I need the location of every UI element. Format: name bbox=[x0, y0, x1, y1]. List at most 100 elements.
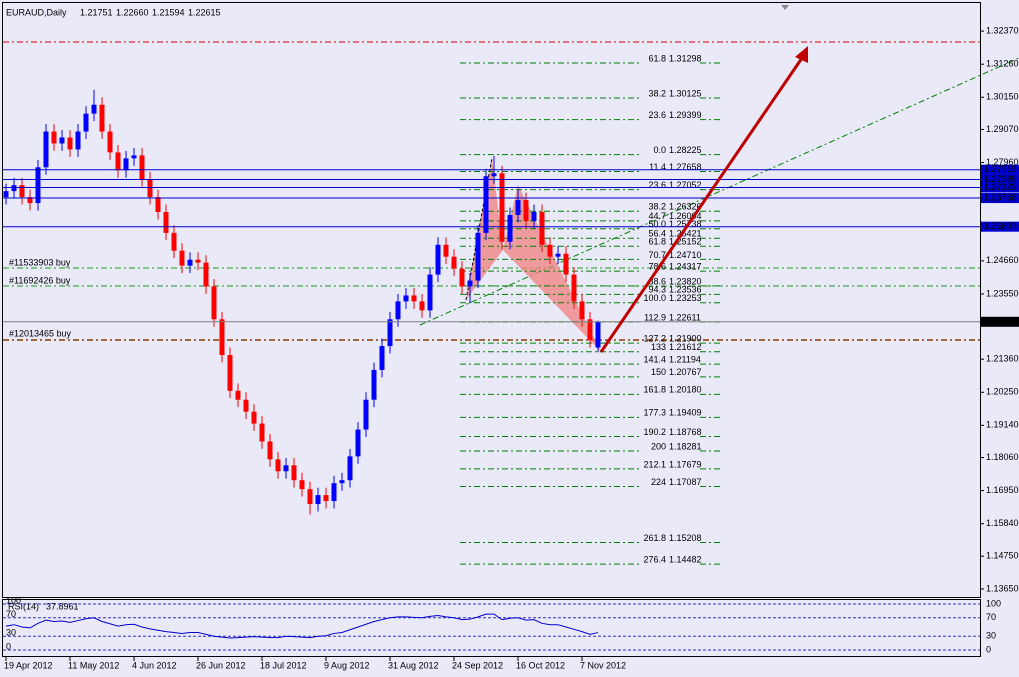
candle-body bbox=[19, 185, 25, 198]
candle-body bbox=[307, 489, 313, 505]
candle-body bbox=[67, 137, 73, 150]
candle-body bbox=[251, 411, 257, 424]
price-label: 1.25807 bbox=[984, 221, 1017, 231]
fib-price: 1.25152 bbox=[669, 237, 702, 247]
candle-body bbox=[507, 214, 513, 242]
price-label: 1.27389 bbox=[984, 174, 1017, 184]
fib-ratio: 23.6 bbox=[648, 110, 666, 120]
fib-ratio: 23.6 bbox=[648, 180, 666, 190]
chart-title: EURAUD,Daily bbox=[6, 7, 67, 17]
rsi-tick-label: 100 bbox=[986, 598, 1001, 608]
candle-body bbox=[595, 321, 601, 348]
candle-body bbox=[3, 191, 9, 198]
fib-ratio: 50.0 bbox=[648, 219, 666, 229]
x-tick-label: 24 Sep 2012 bbox=[452, 660, 503, 670]
fib-ratio: 70.7 bbox=[648, 250, 666, 260]
candles bbox=[3, 89, 601, 515]
trend-line bbox=[419, 57, 1019, 326]
fib-price: 1.31298 bbox=[669, 53, 702, 63]
candle-body bbox=[99, 104, 105, 132]
candle-body bbox=[179, 250, 185, 266]
candle-body bbox=[523, 200, 529, 221]
fib-price: 1.25738 bbox=[669, 219, 702, 229]
y-tick-label: 1.24660 bbox=[986, 255, 1019, 265]
candle-body bbox=[467, 280, 473, 287]
candle-body bbox=[435, 244, 441, 275]
candle-body bbox=[171, 232, 177, 251]
fib-ratio: 94.3 bbox=[648, 285, 666, 295]
candle-body bbox=[451, 256, 457, 269]
candle-body bbox=[195, 259, 201, 263]
candle-body bbox=[235, 390, 241, 400]
price-label: 1.22615 bbox=[984, 316, 1017, 326]
candle-body bbox=[443, 244, 449, 257]
fib-price: 1.17679 bbox=[669, 459, 702, 469]
fib-price: 1.19409 bbox=[669, 408, 702, 418]
rsi-panel bbox=[2, 599, 981, 657]
candle-body bbox=[403, 295, 409, 302]
candle-body bbox=[203, 262, 209, 287]
ohlc-low: 1.21594 bbox=[152, 7, 185, 17]
x-tick-label: 19 Apr 2012 bbox=[4, 660, 53, 670]
candle-body bbox=[227, 355, 233, 391]
candle-body bbox=[499, 173, 505, 242]
y-tick-label: 1.15840 bbox=[986, 518, 1019, 528]
fib-ratio: 133 bbox=[651, 342, 666, 352]
fib-price: 1.25421 bbox=[669, 229, 702, 239]
fib-price: 1.26004 bbox=[669, 211, 702, 221]
candle-body bbox=[219, 319, 225, 356]
y-tick-label: 1.30150 bbox=[986, 92, 1019, 102]
price-box bbox=[981, 164, 1019, 175]
candle-body bbox=[427, 274, 433, 311]
candle-body bbox=[475, 232, 481, 281]
fib-price: 1.18281 bbox=[669, 441, 702, 451]
candle-body bbox=[419, 301, 425, 311]
y-tick-label: 1.19140 bbox=[986, 420, 1019, 430]
order-label: #12013465 buy bbox=[9, 328, 72, 338]
fib-ratio: 100.0 bbox=[643, 293, 666, 303]
candle-body bbox=[59, 137, 65, 144]
candle-body bbox=[347, 456, 353, 481]
x-tick-label: 16 Oct 2012 bbox=[516, 660, 565, 670]
fib-ratio: 276.4 bbox=[643, 555, 666, 565]
candle-body bbox=[299, 480, 305, 490]
fib-ratio: 0.0 bbox=[653, 145, 666, 155]
candle-body bbox=[155, 197, 161, 212]
candle-body bbox=[387, 319, 393, 347]
candle-body bbox=[531, 211, 537, 221]
fib-price: 1.23253 bbox=[669, 293, 702, 303]
candle-body bbox=[107, 131, 113, 153]
rsi-tick-label-left: 30 bbox=[6, 628, 16, 638]
fib-ratio: 56.4 bbox=[648, 229, 666, 239]
y-tick-label: 1.23550 bbox=[986, 288, 1019, 298]
x-tick-label: 31 Aug 2012 bbox=[388, 660, 439, 670]
candle-body bbox=[379, 346, 385, 370]
fib-ratio: 44.7 bbox=[648, 211, 666, 221]
price-label: 1.27123 bbox=[984, 182, 1017, 192]
candle-body bbox=[163, 211, 169, 233]
candle-body bbox=[131, 155, 137, 159]
y-tick-label: 1.18060 bbox=[986, 452, 1019, 462]
rsi-tick-label-left: 70 bbox=[6, 609, 16, 619]
candle-body bbox=[587, 319, 593, 341]
candle-body bbox=[363, 399, 369, 430]
fib-ratio: 200 bbox=[651, 441, 666, 451]
fib-ratio: 11.4 bbox=[649, 162, 666, 172]
candle-body bbox=[11, 185, 17, 192]
candle-body bbox=[491, 173, 497, 177]
candle-body bbox=[147, 179, 153, 198]
arrow-head bbox=[795, 46, 808, 63]
fib-ratio: 224 bbox=[651, 477, 666, 487]
fib-price: 1.23820 bbox=[669, 276, 702, 286]
y-tick-label: 1.31260 bbox=[986, 59, 1019, 69]
candle-body bbox=[411, 295, 417, 302]
shift-marker bbox=[781, 5, 789, 10]
price-box bbox=[981, 193, 1019, 204]
price-label: 1.26768 bbox=[984, 192, 1017, 202]
candle-body bbox=[91, 104, 97, 114]
fib-price: 1.18768 bbox=[669, 427, 702, 437]
fib-price: 1.21194 bbox=[669, 355, 701, 365]
price-box bbox=[981, 174, 1019, 185]
fib-price: 1.30125 bbox=[669, 88, 702, 98]
